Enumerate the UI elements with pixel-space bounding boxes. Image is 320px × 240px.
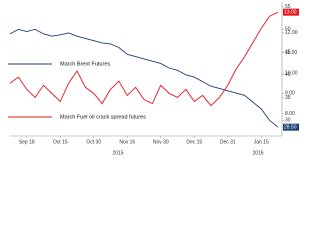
- value-label-box: [283, 8, 299, 16]
- y2-tick-label: 10.00: [285, 70, 298, 76]
- y2-tick-label: 9.00: [285, 91, 295, 97]
- y-tick-label: 40: [285, 72, 291, 78]
- y2-tick-label: 8.00: [285, 111, 295, 117]
- legend-label: March Brent Futures: [60, 61, 110, 67]
- series-line: [9, 11, 279, 107]
- year-label: 2015: [112, 150, 123, 156]
- y-tick-label: 30: [285, 118, 291, 124]
- y2-tick-label: 12.00: [285, 30, 298, 36]
- series-line: [9, 28, 279, 128]
- value-label: 28.50: [284, 125, 297, 131]
- y-tick-label: 35: [285, 95, 291, 101]
- value-label: 13.00: [284, 9, 297, 15]
- legend-label: March Fuel oil crack spread futures: [60, 114, 146, 120]
- y-tick-label: 45: [285, 49, 291, 55]
- x-tick-label: Sep 18: [19, 139, 35, 145]
- x-tick-label: Oct 30: [86, 139, 101, 145]
- x-tick-label: Oct 15: [53, 139, 68, 145]
- x-tick-label: Nov 30: [153, 139, 169, 145]
- x-tick-label: Nov 16: [119, 139, 135, 145]
- page: 30 35 40 45 50 55 8.00 9.00 10.00 11.00 12.00 Sep 1…: [8, 2, 299, 157]
- y-tick-label: 55: [285, 4, 291, 10]
- chart: 30 35 40 45 50 55 8.00 9.00 10.00 11.00 12.00 Sep 1…: [8, 2, 299, 156]
- x-tick-label: Dec 15: [186, 139, 202, 145]
- year-label: 2016: [252, 150, 263, 156]
- value-label-box: [283, 123, 299, 131]
- y2-tick-label: 11.00: [285, 50, 297, 56]
- y-tick-label: 50: [285, 27, 291, 33]
- x-tick-label: Dec 31: [220, 139, 236, 145]
- x-tick-label: Jan 15: [254, 139, 269, 145]
